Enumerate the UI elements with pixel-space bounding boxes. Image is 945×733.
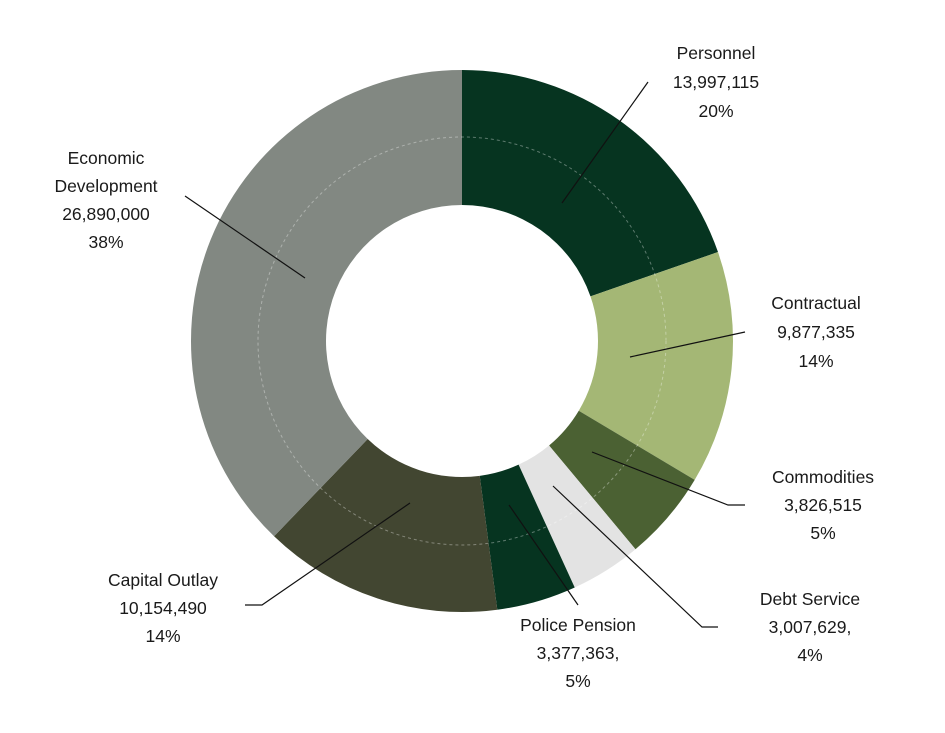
leader-line-debt-service — [552, 485, 718, 628]
data-label-police-pension: Police Pension 3,377,363, 5% — [520, 615, 636, 691]
data-label-capital-outlay: Capital Outlay 10,154,490 14% — [108, 570, 218, 646]
label-name-line2: Development — [54, 176, 157, 196]
data-label-economic-development: Economic Development 26,890,000 38% — [54, 148, 157, 252]
label-name: Contractual — [771, 293, 861, 313]
label-pct: 38% — [88, 232, 123, 252]
leader-line-contractual — [629, 331, 746, 358]
data-label-contractual: Contractual 9,877,335 14% — [771, 293, 861, 371]
slice-economic-development — [191, 70, 463, 537]
leader-line-personnel — [561, 81, 649, 204]
label-value: 3,007,629, — [769, 617, 852, 637]
label-value: 13,997,115 — [673, 72, 759, 92]
label-value: 9,877,335 — [777, 322, 855, 342]
leader-line-commodities — [591, 451, 745, 506]
leader-line-capital-outlay — [245, 502, 411, 606]
label-value: 10,154,490 — [119, 598, 207, 618]
label-pct: 5% — [810, 523, 835, 543]
leader-line-economic-development — [184, 195, 306, 279]
label-name: Debt Service — [760, 589, 860, 609]
slices — [191, 70, 733, 613]
label-pct: 5% — [565, 671, 590, 691]
inner-guide-ring — [257, 136, 667, 546]
data-label-commodities: Commodities 3,826,515 5% — [772, 467, 874, 543]
label-name-line1: Economic — [68, 148, 145, 168]
label-pct: 14% — [798, 351, 833, 371]
slice-commodities — [549, 410, 695, 550]
label-pct: 4% — [797, 645, 822, 665]
data-label-debt-service: Debt Service 3,007,629, 4% — [760, 589, 860, 665]
label-value: 3,826,515 — [784, 495, 862, 515]
slice-capital-outlay — [274, 438, 498, 613]
label-name: Commodities — [772, 467, 874, 487]
label-value: 26,890,000 — [62, 204, 150, 224]
leader-lines — [184, 81, 746, 628]
label-name: Police Pension — [520, 615, 636, 635]
leader-line-police-pension — [508, 504, 579, 606]
data-label-personnel: Personnel 13,997,115 20% — [673, 43, 759, 121]
slice-contractual — [578, 252, 733, 480]
slice-debt-service — [518, 445, 636, 588]
slice-personnel — [462, 70, 718, 297]
label-name: Capital Outlay — [108, 570, 218, 590]
label-pct: 14% — [145, 626, 180, 646]
label-name: Personnel — [677, 43, 756, 63]
label-value: 3,377,363, — [537, 643, 620, 663]
slice-police-pension — [479, 464, 575, 610]
label-pct: 20% — [698, 101, 733, 121]
